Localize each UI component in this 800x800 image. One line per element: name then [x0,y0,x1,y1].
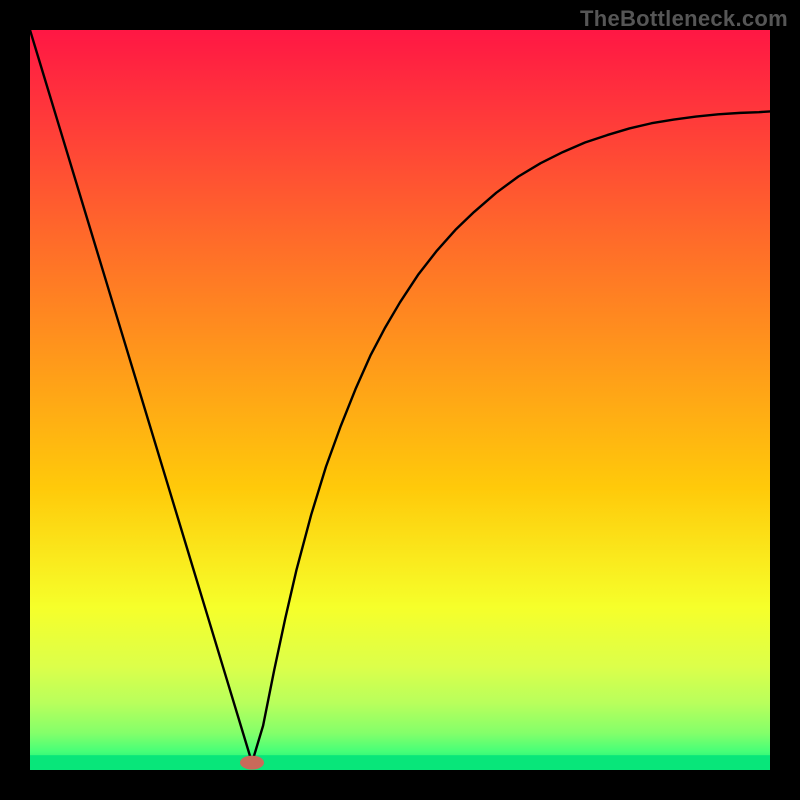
plot-area [30,30,770,770]
bottleneck-curve [30,30,770,763]
curve-layer [30,30,770,770]
chart-frame: TheBottleneck.com [0,0,800,800]
minimum-marker [240,756,264,770]
watermark-text: TheBottleneck.com [580,6,788,32]
